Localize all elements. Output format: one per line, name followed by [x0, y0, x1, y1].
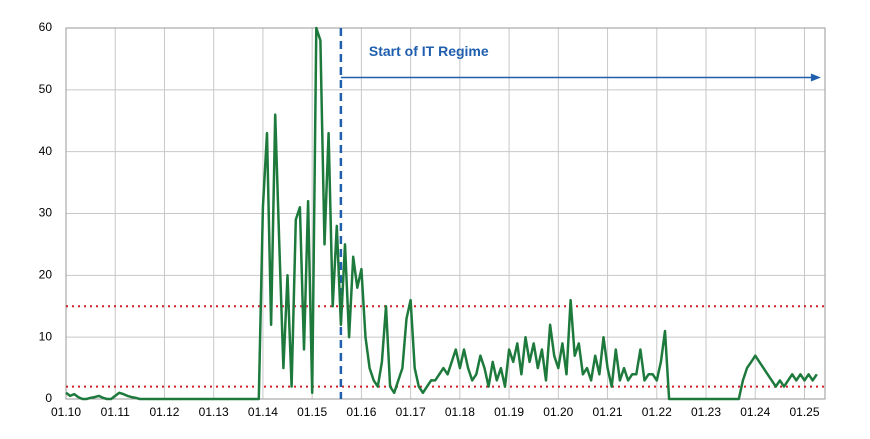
y-tick-label: 20	[39, 268, 53, 282]
x-tick-label: 01.21	[593, 405, 623, 419]
x-tick-label: 01.19	[494, 405, 524, 419]
x-tick-label: 01.22	[642, 405, 672, 419]
x-tick-label: 01.12	[149, 405, 179, 419]
x-tick-label: 01.15	[297, 405, 327, 419]
x-tick-label: 01.17	[396, 405, 426, 419]
x-tick-label: 01.16	[346, 405, 376, 419]
y-tick-label: 10	[39, 329, 53, 343]
x-tick-label: 01.14	[248, 405, 278, 419]
plot-frame	[65, 27, 826, 400]
x-tick-label: 01.18	[445, 405, 475, 419]
arrow-head	[810, 73, 821, 82]
annotation-text: Start of IT Regime	[369, 43, 489, 59]
x-tick-label: 01.20	[543, 405, 573, 419]
y-tick-label: 0	[45, 391, 52, 405]
data-line	[65, 26, 818, 401]
x-tick-label: 01.25	[789, 405, 819, 419]
y-tick-label: 60	[39, 20, 53, 34]
x-tick-label: 01.24	[740, 405, 770, 419]
y-tick-label: 50	[39, 82, 53, 96]
x-tick-label: 01.11	[101, 405, 130, 419]
y-tick-label: 40	[39, 144, 53, 158]
x-tick-label: 01.23	[691, 405, 721, 419]
x-tick-label: 01.10	[51, 405, 81, 419]
x-tick-label: 01.13	[199, 405, 229, 419]
y-tick-label: 30	[39, 206, 53, 220]
